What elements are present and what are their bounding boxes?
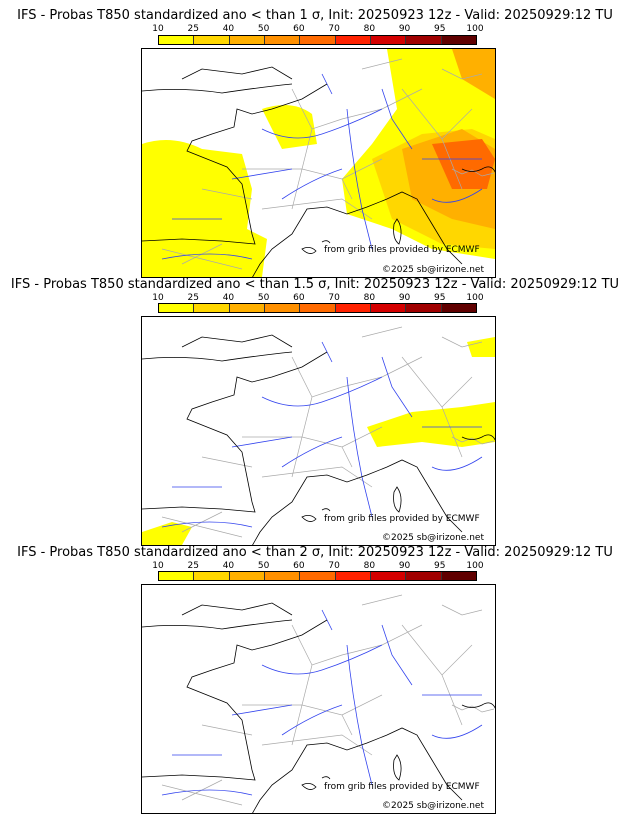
colorbar-segment [264, 572, 301, 580]
panel-2-title: IFS - Probas T850 standardized ano < tha… [10, 277, 620, 292]
colorbar-tick-label: 40 [222, 293, 235, 303]
colorbar-segment [159, 572, 195, 580]
colorbar-segment [194, 572, 230, 580]
panel-3-title: IFS - Probas T850 standardized ano < tha… [17, 545, 613, 560]
probability-shading [142, 337, 495, 545]
colorbar-tick-label: 60 [293, 561, 305, 571]
colorbar-segment [159, 304, 195, 312]
colorbar-tick-label: 100 [466, 293, 484, 303]
colorbar-labels: 10 25 40 50 60 70 80 90 95 100 [152, 24, 483, 34]
colorbar-labels: 10 25 40 50 60 70 80 90 95 100 [152, 293, 483, 303]
colorbar-segment [441, 304, 476, 312]
colorbar-tick-label: 10 [152, 561, 164, 571]
colorbar-tick-label: 100 [466, 561, 484, 571]
colorbar-segment [229, 572, 265, 580]
colorbar-segment [229, 36, 265, 44]
copyright: ©2025 sb@irizone.net [382, 265, 484, 275]
colorbar-segment [441, 36, 476, 44]
colorbar-segment [370, 304, 407, 312]
colorbar-tick-label: 100 [466, 24, 484, 34]
colorbar-tick-label: 25 [187, 24, 199, 34]
colorbar-tick-label: 80 [363, 561, 376, 571]
colorbar-segment [335, 304, 371, 312]
colorbar-segment [194, 36, 230, 44]
colorbar-tick-label: 40 [222, 24, 235, 34]
probability-map-2sigma[interactable]: from grib files provided by ECMWF ©2025 … [141, 584, 496, 814]
colorbar-tick-label: 50 [257, 24, 270, 34]
colorbar-segment [300, 572, 336, 580]
colorbar-segment [264, 36, 301, 44]
colorbar-segment [441, 572, 476, 580]
map-canvas [142, 49, 495, 277]
probability-map-1sigma[interactable]: from grib files provided by ECMWF ©2025 … [141, 48, 496, 278]
colorbar-tick-label: 60 [293, 24, 305, 34]
colorbar-tick-label: 90 [398, 561, 411, 571]
colorbar-tick-label: 95 [434, 293, 446, 303]
colorbar-tick-label: 40 [222, 561, 235, 571]
colorbar-tick-label: 25 [187, 561, 199, 571]
data-source-credit: from grib files provided by ECMWF [324, 782, 480, 792]
copyright: ©2025 sb@irizone.net [382, 533, 484, 543]
colorbar-segment [194, 304, 230, 312]
colorbar-tick-label: 70 [328, 24, 340, 34]
colorbar-tick-label: 80 [363, 24, 376, 34]
colorbar-tick-label: 90 [398, 293, 411, 303]
map-canvas [142, 594, 495, 813]
colorbar-segment [159, 36, 195, 44]
colorbar-segment [264, 304, 301, 312]
colorbar-tick-label: 50 [257, 561, 270, 571]
probability-map-1.5sigma[interactable]: from grib files provided by ECMWF ©2025 … [141, 316, 496, 546]
colorbar-labels: 10 25 40 50 60 70 80 90 95 100 [152, 561, 483, 571]
colorbar-tick-label: 10 [152, 293, 164, 303]
data-source-credit: from grib files provided by ECMWF [324, 245, 480, 255]
map-canvas [142, 326, 495, 545]
colorbar-segment [406, 304, 442, 312]
colorbar-tick-label: 70 [328, 293, 340, 303]
colorbar-tick-label: 95 [434, 561, 446, 571]
colorbar [158, 303, 477, 313]
colorbar-tick-label: 60 [293, 293, 305, 303]
colorbar-segment [335, 572, 371, 580]
colorbar-tick-label: 50 [257, 293, 270, 303]
colorbar-segment [229, 304, 265, 312]
panel-1-title: IFS - Probas T850 standardized ano < tha… [17, 8, 613, 23]
probability-shading [142, 49, 495, 277]
colorbar-tick-label: 10 [152, 24, 164, 34]
colorbar-segment [406, 36, 442, 44]
colorbar-tick-label: 80 [363, 293, 376, 303]
colorbar-segment [335, 36, 371, 44]
copyright: ©2025 sb@irizone.net [382, 801, 484, 811]
colorbar [158, 571, 477, 581]
colorbar-tick-label: 25 [187, 293, 199, 303]
colorbar-segment [370, 36, 407, 44]
data-source-credit: from grib files provided by ECMWF [324, 514, 480, 524]
colorbar-tick-label: 90 [398, 24, 411, 34]
colorbar-segment [370, 572, 407, 580]
colorbar-segment [300, 36, 336, 44]
colorbar-tick-label: 70 [328, 561, 340, 571]
colorbar-tick-label: 95 [434, 24, 446, 34]
colorbar [158, 35, 477, 45]
colorbar-segment [406, 572, 442, 580]
colorbar-segment [300, 304, 336, 312]
